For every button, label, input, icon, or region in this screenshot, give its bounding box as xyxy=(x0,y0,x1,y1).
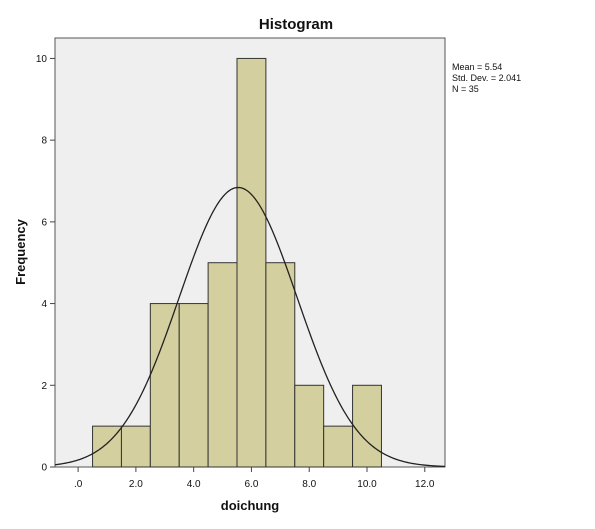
x-tick-label: 12.0 xyxy=(415,479,435,490)
stat-mean: Mean = 5.54 xyxy=(452,62,502,72)
stat-n: N = 35 xyxy=(452,84,479,94)
histogram-bar-5 xyxy=(207,262,238,468)
x-tick-label: .0 xyxy=(74,479,83,490)
y-tick-label: 4 xyxy=(41,299,47,310)
y-tick-label: 8 xyxy=(41,136,47,147)
normal-curve xyxy=(54,186,446,468)
x-tick-label: 2.0 xyxy=(129,479,143,490)
x-tick-label: 4.0 xyxy=(187,479,201,490)
histogram-bar-3 xyxy=(149,303,180,468)
y-axis-ticks: 0 2 4 6 8 10 xyxy=(36,54,55,474)
stat-std-dev: Std. Dev. = 2.041 xyxy=(452,73,521,83)
histogram-bar-8 xyxy=(294,384,325,468)
histogram-bar-2 xyxy=(120,425,151,468)
x-tick-label: 8.0 xyxy=(302,479,316,490)
bars-group xyxy=(92,57,382,468)
histogram-bar-6 xyxy=(236,57,267,468)
stats-box: Mean = 5.54 Std. Dev. = 2.041 N = 35 xyxy=(452,62,521,94)
chart-title: Histogram xyxy=(259,16,333,33)
y-tick-label: 0 xyxy=(41,463,47,474)
y-tick-label: 2 xyxy=(41,381,47,392)
x-axis-label: doichung xyxy=(221,498,280,513)
x-axis-ticks: .0 2.0 4.0 6.0 8.0 10.0 12.0 xyxy=(74,467,435,490)
histogram-bar-9 xyxy=(323,425,354,468)
y-tick-label: 10 xyxy=(36,54,48,65)
histogram-bar-4 xyxy=(178,303,209,468)
histogram-bar-10 xyxy=(352,384,382,468)
histogram-bar-7 xyxy=(265,262,296,468)
y-axis-label: Frequency xyxy=(13,218,28,285)
y-tick-label: 6 xyxy=(41,217,47,228)
x-tick-label: 10.0 xyxy=(357,479,377,490)
x-tick-label: 6.0 xyxy=(244,479,258,490)
